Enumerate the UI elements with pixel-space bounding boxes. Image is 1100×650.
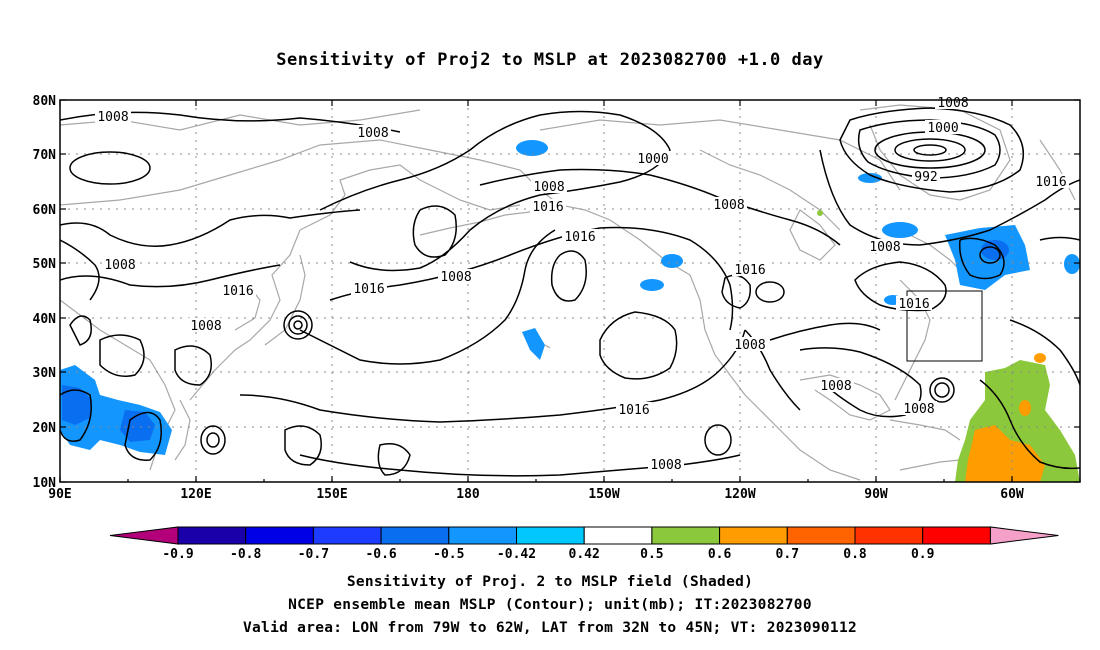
valid-area-box bbox=[906, 290, 983, 362]
colorbar bbox=[109, 526, 1059, 545]
colorbar-label: 0.9 bbox=[911, 547, 934, 562]
lat-label-50N: 50N bbox=[33, 257, 57, 272]
contour-label: 1008 bbox=[650, 458, 681, 473]
lon-label-180: 180 bbox=[456, 487, 480, 502]
contour-label: 1016 bbox=[532, 200, 563, 215]
contour-label: 1016 bbox=[564, 230, 595, 245]
mslp-contours bbox=[60, 107, 1080, 477]
lat-label-80N: 80N bbox=[33, 94, 57, 109]
lat-label-70N: 70N bbox=[33, 148, 57, 163]
axis-ticks bbox=[59, 99, 1081, 483]
longitude-labels: 90E 120E 150E 180 150W 120W 90W 60W bbox=[48, 487, 1024, 502]
contour-label: 1016 bbox=[734, 263, 765, 278]
contour-label: 1008 bbox=[533, 180, 564, 195]
colorbar-label: -0.5 bbox=[433, 547, 464, 562]
contour-label: 1008 bbox=[903, 402, 934, 417]
colorbar-max-arrow bbox=[989, 526, 1059, 545]
colorbar-segment bbox=[719, 526, 788, 545]
lon-label-90W: 90W bbox=[864, 487, 888, 502]
lon-label-60W: 60W bbox=[1000, 487, 1024, 502]
colorbar-segment bbox=[177, 526, 247, 545]
colorbar-labels: -0.9 -0.8 -0.7 -0.6 -0.5 -0.42 0.42 0.5 0.6 0.7 0.… bbox=[162, 547, 934, 562]
contour-label: 1008 bbox=[713, 198, 744, 213]
colorbar-segment bbox=[583, 526, 653, 545]
lon-label-120W: 120W bbox=[724, 487, 755, 502]
contour-label: 1008 bbox=[97, 110, 128, 125]
colorbar-label: -0.8 bbox=[230, 547, 261, 562]
contour-label: 1016 bbox=[1035, 175, 1066, 190]
colorbar-label: -0.42 bbox=[497, 547, 536, 562]
colorbar-segment bbox=[854, 526, 924, 545]
contour-label: 1016 bbox=[898, 297, 929, 312]
contour-label: 1008 bbox=[190, 319, 221, 334]
lat-label-40N: 40N bbox=[33, 312, 57, 327]
positive-sensitivity-shading bbox=[817, 210, 1080, 482]
contour-label: 1008 bbox=[937, 96, 968, 111]
lon-label-90E: 90E bbox=[48, 487, 71, 502]
lon-label-120E: 120E bbox=[180, 487, 211, 502]
colorbar-segment bbox=[922, 526, 991, 545]
lon-label-150E: 150E bbox=[316, 487, 347, 502]
colorbar-segment bbox=[380, 526, 450, 545]
contour-labels: 1008100810081000100810161016100810081016… bbox=[95, 95, 1069, 473]
contour-label: 1008 bbox=[357, 126, 388, 141]
colorbar-segment bbox=[245, 526, 314, 545]
lat-label-10N: 10N bbox=[33, 476, 57, 491]
footer-line-3: Valid area: LON from 79W to 62W, LAT fro… bbox=[242, 620, 858, 636]
colorbar-label: -0.9 bbox=[162, 547, 193, 562]
contour-label: 1016 bbox=[618, 403, 649, 418]
colorbar-label: 0.7 bbox=[776, 547, 799, 562]
contour-label: 1008 bbox=[869, 240, 900, 255]
colorbar-segment bbox=[312, 526, 382, 545]
colorbar-label: 0.8 bbox=[843, 547, 867, 562]
contour-label: 1008 bbox=[104, 258, 135, 273]
map-title: Sensitivity of Proj2 to MSLP at 20230827… bbox=[276, 50, 824, 70]
lat-label-30N: 30N bbox=[33, 366, 57, 381]
colorbar-label: 0.6 bbox=[708, 547, 732, 562]
plot-frame bbox=[59, 99, 1081, 483]
contour-label: 1000 bbox=[637, 152, 668, 167]
colorbar-segment bbox=[516, 526, 585, 545]
colorbar-segment bbox=[651, 526, 721, 545]
colorbar-label: -0.6 bbox=[365, 547, 396, 562]
contour-label: 1008 bbox=[440, 270, 471, 285]
colorbar-label: 0.5 bbox=[640, 547, 663, 562]
contour-label: 1016 bbox=[353, 282, 384, 297]
lat-label-60N: 60N bbox=[33, 203, 57, 218]
contour-label: 1016 bbox=[222, 284, 253, 299]
footer-line-2: NCEP ensemble mean MSLP (Contour); unit(… bbox=[288, 597, 812, 613]
colorbar-min-arrow bbox=[109, 526, 179, 545]
footer-line-1: Sensitivity of Proj. 2 to MSLP field (Sh… bbox=[346, 574, 754, 590]
colorbar-segment bbox=[448, 526, 517, 545]
colorbar-label: 0.42 bbox=[569, 547, 600, 562]
negative-sensitivity-shading bbox=[60, 140, 1080, 455]
contour-label: 1000 bbox=[927, 121, 958, 136]
colorbar-segment bbox=[786, 526, 856, 545]
contour-label: 1008 bbox=[820, 379, 851, 394]
contour-label: 992 bbox=[914, 170, 937, 185]
latitude-labels: 80N 70N 60N 50N 40N 30N 20N 10N bbox=[33, 94, 57, 491]
colorbar-label: -0.7 bbox=[298, 547, 329, 562]
lon-label-150W: 150W bbox=[588, 487, 619, 502]
lat-label-20N: 20N bbox=[33, 421, 57, 436]
contour-label: 1008 bbox=[734, 338, 765, 353]
